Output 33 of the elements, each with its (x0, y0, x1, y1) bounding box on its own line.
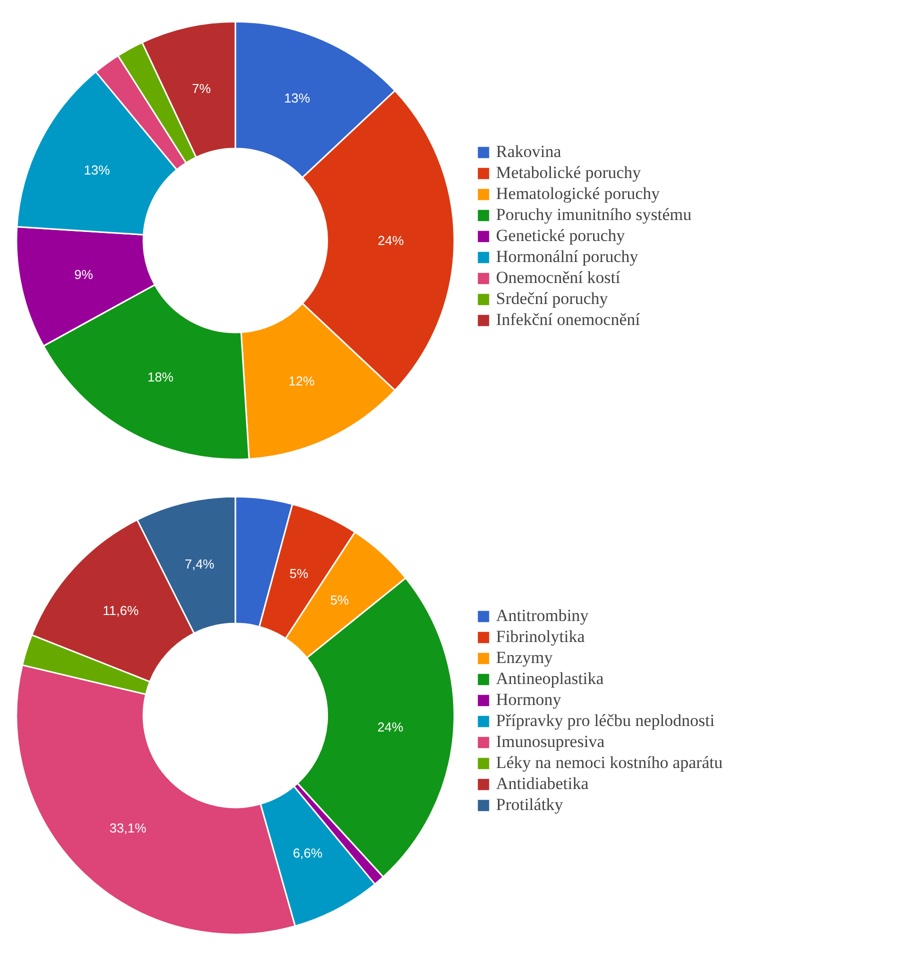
legend-label: Onemocnění kostí (496, 268, 620, 288)
data-label: 13% (84, 162, 110, 178)
legend-label: Hormony (496, 690, 562, 710)
data-label: 7% (192, 81, 212, 96)
data-label: 5% (289, 566, 309, 582)
legend-label: Přípravky pro léčbu neplodnosti (496, 711, 715, 731)
legend-label: Hematologické poruchy (496, 184, 660, 204)
legend-label: Poruchy imunitního systému (496, 205, 692, 225)
data-label: 33,1% (109, 820, 147, 836)
legend-label: Antidiabetika (496, 774, 589, 794)
legend-label: Antineoplastika (496, 669, 604, 689)
legend-label: Imunosupresiva (496, 732, 605, 752)
data-label: 13% (284, 90, 311, 106)
data-label: 6,6% (292, 846, 323, 861)
data-label: 24% (378, 233, 404, 248)
data-label: 24% (377, 720, 404, 735)
legend-label: Enzymy (496, 648, 553, 668)
legend-label: Fibrinolytika (496, 627, 585, 647)
data-label: 12% (288, 374, 315, 389)
legend-label: Infekční onemocnění (496, 310, 640, 330)
legend-label: Antitrombiny (496, 606, 589, 626)
legend-label: Protilátky (496, 795, 564, 815)
legend-label: Metabolické poruchy (496, 163, 641, 183)
legend-label: Srdeční poruchy (496, 289, 608, 309)
data-label: 11,6% (102, 602, 140, 618)
legend-label: Léky na nemoci kostního aparátu (496, 753, 723, 773)
data-label: 5% (330, 592, 350, 608)
data-label: 9% (74, 266, 94, 282)
data-label: 7,4% (184, 556, 215, 572)
legend-label: Genetické poruchy (496, 226, 625, 246)
legend-label: Hormonální poruchy (496, 247, 638, 267)
data-label: 18% (147, 369, 174, 384)
legend-label: Rakovina (496, 142, 562, 162)
